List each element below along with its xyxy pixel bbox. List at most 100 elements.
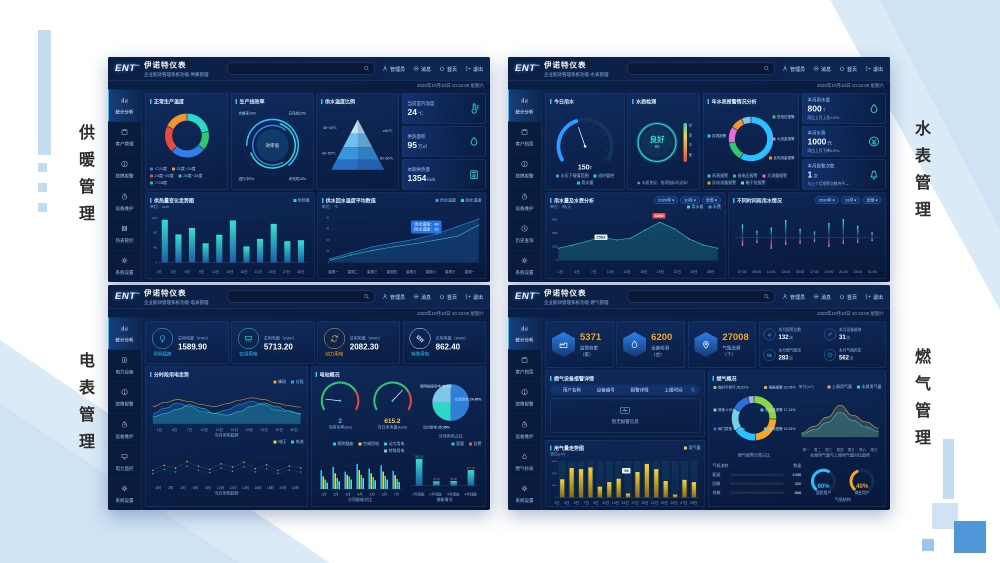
sidebar-item-4[interactable]: 历史查询 bbox=[508, 218, 541, 251]
filter-dropdown[interactable]: 10月 ▾ bbox=[680, 196, 700, 204]
nav-exit[interactable]: 退出 bbox=[465, 293, 483, 300]
sidebar-item-0[interactable]: 统计分析 bbox=[508, 317, 541, 350]
sidebar-item-1[interactable]: 电力设备 bbox=[108, 350, 141, 382]
sidebar-item-2[interactable]: 故障报警 bbox=[508, 382, 541, 414]
sidebar-item-5[interactable]: 系统设置 bbox=[108, 250, 141, 282]
nav-home[interactable]: 首页 bbox=[439, 293, 457, 300]
filter-dropdown[interactable]: 全部 ▾ bbox=[701, 196, 721, 204]
nav-user[interactable]: 管理员 bbox=[382, 65, 405, 72]
main-content: 正常生产温度 ＜21度 21度~24度 24度~26度 26度~28度 ＞28度 生产线… bbox=[142, 90, 491, 283]
search-input[interactable] bbox=[627, 62, 775, 75]
sidebar-item-3[interactable]: 设备维护 bbox=[508, 414, 541, 447]
sidebar-item-2[interactable]: 故障报警 bbox=[108, 382, 141, 414]
chart-icon bbox=[121, 96, 129, 107]
nav-home[interactable]: 首页 bbox=[439, 65, 457, 72]
brand-name: 伊诺特仪表 bbox=[144, 61, 187, 70]
search-input[interactable] bbox=[227, 290, 375, 303]
search-icon bbox=[364, 294, 369, 299]
dashboard-gas: ENT™ 伊诺特仪表 企业能效管理系统功能-燃气管理 管理员 消息 首页 退出 202… bbox=[508, 285, 890, 510]
nav-user[interactable]: 管理员 bbox=[382, 293, 405, 300]
chart-marker: 2583 bbox=[594, 234, 608, 241]
sidebar-item-0[interactable]: 统计分析 bbox=[108, 89, 141, 122]
tick-label: 19日 bbox=[641, 501, 649, 505]
alert-icon bbox=[521, 160, 529, 171]
power-gauge-chart bbox=[320, 380, 361, 417]
grouped-bars-block: 照明插座 空调用电 动力用电 特殊用电 1月 2月 3月 4月 5月 6月 7月 分项能耗对比 bbox=[316, 441, 404, 503]
nav-home[interactable]: 首页 bbox=[839, 65, 857, 72]
search-icon[interactable] bbox=[690, 387, 695, 392]
sidebar-item-4[interactable]: 热表管控 bbox=[108, 218, 141, 251]
nav-home[interactable]: 首页 bbox=[839, 293, 857, 300]
ring-center-label: 效率值 bbox=[265, 143, 279, 149]
nav-exit[interactable]: 退出 bbox=[865, 65, 883, 72]
search-input[interactable] bbox=[627, 290, 775, 303]
search-input[interactable] bbox=[227, 62, 375, 75]
gears-icon bbox=[409, 328, 431, 349]
tick-label: 13日 bbox=[623, 270, 631, 275]
tick-label: 15日 bbox=[226, 270, 234, 275]
panel-temp-donut: 正常生产温度 ＜21度 21度~24度 24度~26度 26度~28度 ＞28度 bbox=[145, 93, 228, 190]
sidebar-item-5[interactable]: 系统设置 bbox=[508, 250, 541, 282]
filter-dropdown[interactable]: 2020年 ▾ bbox=[654, 196, 679, 204]
tick-label: 4日 bbox=[171, 428, 178, 433]
kpi-heat-supply: 本期供热量 1354kwh bbox=[402, 159, 486, 190]
filter-dropdown[interactable]: 10月 ▾ bbox=[840, 196, 861, 204]
datetime: 2020年10月10日 10:10:00 星期六 bbox=[508, 308, 890, 318]
history-icon bbox=[823, 348, 836, 361]
ent-logo: ENT™ bbox=[515, 63, 540, 74]
tick-label: 星期三 bbox=[367, 270, 378, 275]
tick-label: 22时 bbox=[291, 486, 300, 491]
tick-label: 3日 bbox=[170, 270, 176, 275]
commercial-gauge-chart bbox=[849, 468, 875, 491]
nav-chat[interactable]: 消息 bbox=[413, 293, 431, 300]
heater-icon bbox=[468, 168, 481, 181]
sidebar-item-3[interactable]: 设备维护 bbox=[108, 414, 141, 447]
legend-item: 空调用电 bbox=[358, 441, 379, 447]
tick-label: 良 bbox=[688, 133, 693, 138]
sidebar-item-0[interactable]: 统计分析 bbox=[508, 89, 541, 122]
sidebar-item-5[interactable]: 系统设置 bbox=[508, 478, 541, 510]
legend-item: 供水温度 bbox=[435, 198, 456, 204]
sidebar-item-2[interactable]: 故障报警 bbox=[508, 154, 541, 186]
svg-text:93.20: 93.20 bbox=[433, 477, 440, 481]
legend-item: 照明插座 bbox=[332, 441, 353, 447]
nav-exit[interactable]: 退出 bbox=[865, 293, 883, 300]
sidebar-item-2[interactable]: 故障报警 bbox=[108, 154, 141, 186]
legend-item: 谷段 bbox=[291, 379, 304, 385]
kpi-water-usage: 本月用水量 800T 同比上月上涨1.5%↑ bbox=[802, 93, 886, 124]
sidebar-item-1[interactable]: 客户档案 bbox=[508, 350, 541, 382]
legend-item: 告警 bbox=[469, 441, 482, 447]
sidebar-item-3[interactable]: 设备维护 bbox=[108, 186, 141, 219]
gear-icon bbox=[521, 485, 529, 496]
ring-label: 未完成15% bbox=[288, 177, 306, 182]
filter-dropdown[interactable]: 2020年 ▾ bbox=[814, 196, 839, 204]
nav-user[interactable]: 管理员 bbox=[782, 293, 805, 300]
chart-marker: 96 bbox=[622, 468, 631, 474]
nav-user[interactable]: 管理员 bbox=[782, 65, 805, 72]
sidebar-item-4[interactable]: 燃气抄表 bbox=[508, 446, 541, 479]
nav-exit[interactable]: 退出 bbox=[465, 65, 483, 72]
updown-bar-chart bbox=[734, 219, 880, 249]
flame-icon bbox=[623, 332, 647, 357]
search-icon bbox=[764, 66, 769, 71]
pyramid-chart bbox=[331, 119, 385, 170]
panel-temp-lines: 供水回水温度平均数值 供水温度 回水温度 单位：℃ 60 45 30 15 0 供水温度：… bbox=[317, 192, 486, 279]
nav-chat[interactable]: 消息 bbox=[413, 65, 431, 72]
nav-chat[interactable]: 消息 bbox=[813, 293, 831, 300]
folder-icon bbox=[121, 128, 129, 139]
sidebar-item-1[interactable]: 客户档案 bbox=[508, 122, 541, 154]
sidebar-item-5[interactable]: 系统设置 bbox=[108, 478, 141, 510]
tick-label: 4时 bbox=[180, 486, 186, 491]
nav-chat[interactable]: 消息 bbox=[813, 65, 831, 72]
sidebar-item-3[interactable]: 设备维护 bbox=[508, 186, 541, 219]
sidebar-item-1[interactable]: 客户管理 bbox=[108, 122, 141, 154]
filter-dropdown[interactable]: 全部 ▾ bbox=[862, 196, 882, 204]
panel-water-gauge: 今日用水 150T 水压下限值范围 适时管控 用水量 bbox=[545, 93, 625, 190]
sidebar-item-0[interactable]: 统计分析 bbox=[108, 317, 141, 350]
sidebar-item-4[interactable]: 电力监控 bbox=[108, 446, 141, 479]
stopwatch-icon bbox=[521, 192, 529, 203]
tick-label: 10日 bbox=[606, 270, 615, 275]
tick-label: 1号储能 bbox=[411, 493, 425, 497]
